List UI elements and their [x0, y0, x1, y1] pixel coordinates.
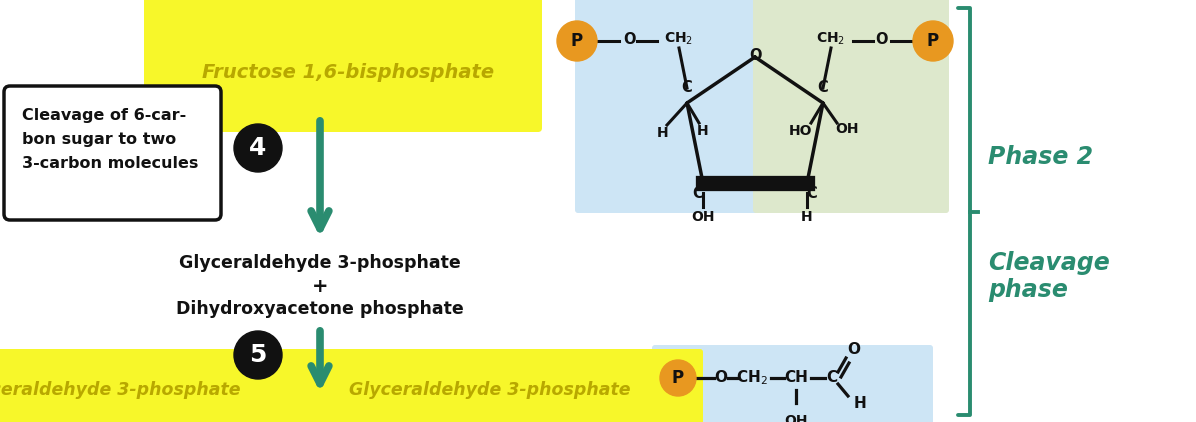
Text: C: C — [826, 371, 837, 386]
FancyBboxPatch shape — [4, 86, 221, 220]
Text: +: + — [312, 276, 328, 295]
FancyBboxPatch shape — [144, 0, 542, 132]
Text: CH$_2$: CH$_2$ — [665, 31, 694, 47]
Text: Glyceraldehyde 3-phosphate: Glyceraldehyde 3-phosphate — [349, 381, 630, 399]
Text: OH: OH — [835, 122, 859, 136]
Text: C: C — [818, 81, 829, 95]
Text: O: O — [848, 343, 860, 357]
Text: P: P — [672, 369, 684, 387]
Circle shape — [234, 124, 282, 172]
FancyBboxPatch shape — [753, 0, 948, 213]
Text: H: H — [854, 397, 866, 411]
Text: O: O — [623, 32, 635, 48]
Text: Glyceraldehyde 3-phosphate: Glyceraldehyde 3-phosphate — [179, 254, 460, 272]
Text: P: P — [570, 32, 584, 50]
Text: Fructose 1,6-bisphosphate: Fructose 1,6-bisphosphate — [202, 62, 494, 81]
Text: OH: OH — [785, 414, 807, 422]
Text: 5: 5 — [249, 343, 267, 367]
Text: CH$_2$: CH$_2$ — [736, 369, 768, 387]
Text: OH: OH — [691, 210, 715, 224]
FancyBboxPatch shape — [575, 0, 765, 213]
Circle shape — [234, 331, 282, 379]
Text: C: C — [806, 186, 817, 200]
Text: CH$_2$: CH$_2$ — [817, 31, 846, 47]
Circle shape — [913, 21, 953, 61]
FancyBboxPatch shape — [652, 345, 933, 422]
Text: Phase 2: Phase 2 — [988, 144, 1093, 168]
Text: H: H — [801, 210, 813, 224]
Text: 4: 4 — [249, 136, 267, 160]
Text: Cleavage
phase: Cleavage phase — [988, 251, 1110, 303]
Text: C: C — [692, 186, 703, 200]
Circle shape — [660, 360, 696, 396]
Text: CH: CH — [785, 371, 808, 386]
Text: Glyceraldehyde 3-phosphate: Glyceraldehyde 3-phosphate — [0, 381, 240, 399]
Text: P: P — [927, 32, 939, 50]
Text: Dihydroxyacetone phosphate: Dihydroxyacetone phosphate — [176, 300, 464, 318]
Text: C: C — [682, 81, 692, 95]
Text: O: O — [749, 49, 761, 63]
Text: H: H — [697, 124, 709, 138]
Text: O: O — [714, 371, 727, 386]
Circle shape — [557, 21, 597, 61]
Text: O: O — [874, 32, 887, 48]
Text: Cleavage of 6-car-: Cleavage of 6-car- — [22, 108, 187, 123]
Text: HO: HO — [789, 124, 813, 138]
FancyBboxPatch shape — [0, 349, 703, 422]
Text: bon sugar to two: bon sugar to two — [22, 132, 176, 147]
Text: H: H — [657, 126, 669, 140]
Text: 3-carbon molecules: 3-carbon molecules — [22, 156, 199, 171]
